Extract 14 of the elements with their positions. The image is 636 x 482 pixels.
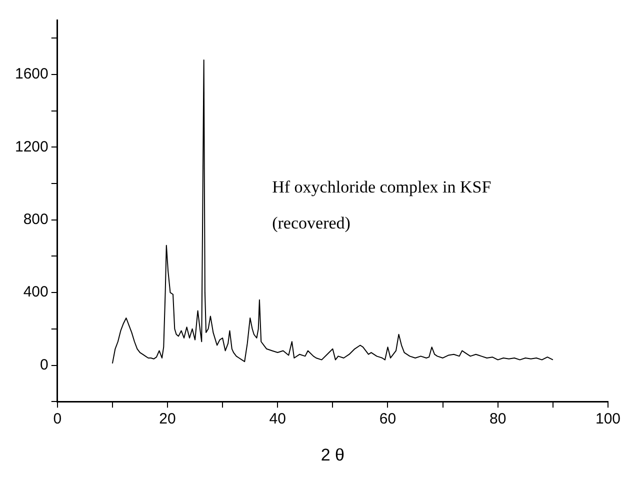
y-tick-label: 800 bbox=[23, 211, 48, 228]
annotation: (recovered) bbox=[272, 213, 350, 232]
x-tick-label: 0 bbox=[53, 410, 62, 428]
annotation: Hf oxychloride complex in KSF bbox=[272, 177, 492, 196]
x-tick-label: 20 bbox=[159, 410, 176, 428]
y-tick-label: 1200 bbox=[14, 138, 48, 156]
x-axis-title: 2 θ bbox=[320, 445, 345, 464]
x-tick-label: 100 bbox=[595, 410, 621, 428]
x-tick-label: 80 bbox=[490, 410, 506, 428]
y-tick-label: 0 bbox=[40, 356, 48, 374]
y-tick-label: 1600 bbox=[14, 66, 48, 83]
x-tick-label: 40 bbox=[269, 410, 286, 428]
x-tick-label: 60 bbox=[379, 410, 396, 428]
y-tick-label: 400 bbox=[23, 284, 48, 301]
